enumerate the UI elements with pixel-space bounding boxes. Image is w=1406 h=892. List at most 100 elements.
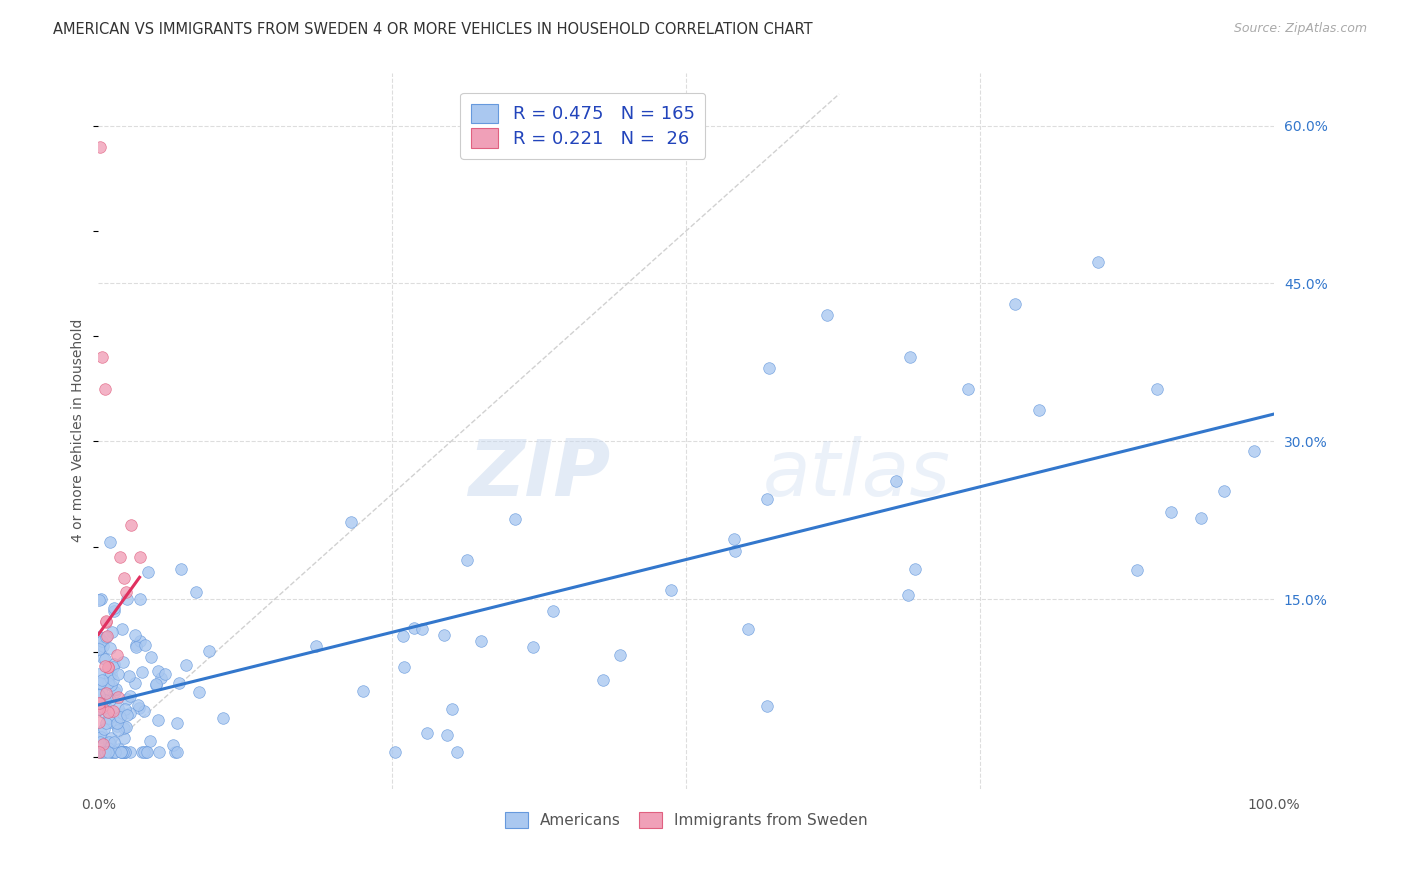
Point [100,731,122,745]
Point [104,745,127,759]
Point [659,583,682,598]
Point [392,660,415,674]
Point [755,699,778,714]
Point [94,652,117,666]
Point [111,656,134,670]
Point [101,745,124,759]
Point [104,685,127,699]
Point [724,544,747,558]
Point [114,745,136,759]
Point [522,640,544,655]
Point [94,706,117,720]
Point [97,706,120,720]
Point [98,735,121,749]
Point [89,139,111,153]
Point [87,697,110,711]
Point [105,648,128,663]
Point [592,673,614,688]
Point [503,512,526,526]
Point [87,745,110,759]
Point [118,669,141,683]
Point [1004,297,1026,311]
Point [101,704,124,718]
Text: Source: ZipAtlas.com: Source: ZipAtlas.com [1233,22,1367,36]
Point [120,518,142,533]
Point [90,673,112,687]
Point [103,673,125,688]
Point [1028,402,1050,417]
Point [101,660,124,674]
Point [104,682,127,697]
Point [129,592,152,607]
Point [166,715,188,730]
Point [304,639,326,653]
Point [112,571,135,585]
Point [339,516,361,530]
Point [128,700,150,714]
Point [91,650,114,665]
Point [105,715,128,730]
Point [145,678,167,692]
Point [98,714,121,729]
Point [125,640,148,654]
Point [90,726,112,740]
Point [107,690,129,705]
Point [87,666,110,681]
Point [541,604,564,618]
Point [112,731,135,745]
Point [115,708,138,723]
Point [1125,563,1147,577]
Point [124,638,146,652]
Point [127,698,149,713]
Point [436,728,458,742]
Point [446,745,468,759]
Point [112,745,135,759]
Point [897,589,920,603]
Point [90,745,112,759]
Point [112,706,135,721]
Point [112,721,135,735]
Point [391,629,413,643]
Point [166,745,188,759]
Point [470,633,492,648]
Point [134,704,156,718]
Point [108,549,131,564]
Point [89,735,111,749]
Point [110,745,132,759]
Point [87,714,110,729]
Point [815,308,838,322]
Point [131,665,153,679]
Point [93,693,115,707]
Point [456,553,478,567]
Point [145,677,167,691]
Point [433,628,456,642]
Point [101,624,124,639]
Point [1146,382,1168,396]
Text: AMERICAN VS IMMIGRANTS FROM SWEDEN 4 OR MORE VEHICLES IN HOUSEHOLD CORRELATION C: AMERICAN VS IMMIGRANTS FROM SWEDEN 4 OR … [53,22,813,37]
Point [115,692,138,706]
Point [131,745,153,759]
Point [411,622,433,636]
Point [98,534,121,549]
Point [957,382,980,396]
Point [87,693,110,707]
Point [96,629,118,643]
Point [165,745,187,759]
Point [415,726,437,740]
Point [188,685,211,699]
Point [115,591,138,606]
Point [100,678,122,692]
Point [90,591,112,606]
Point [96,630,118,644]
Point [91,640,114,654]
Point [103,657,125,672]
Point [93,659,115,673]
Point [107,701,129,715]
Point [904,562,927,576]
Point [97,675,120,690]
Point [103,604,125,618]
Point [90,700,112,714]
Point [114,745,136,759]
Point [148,745,170,759]
Point [111,622,134,636]
